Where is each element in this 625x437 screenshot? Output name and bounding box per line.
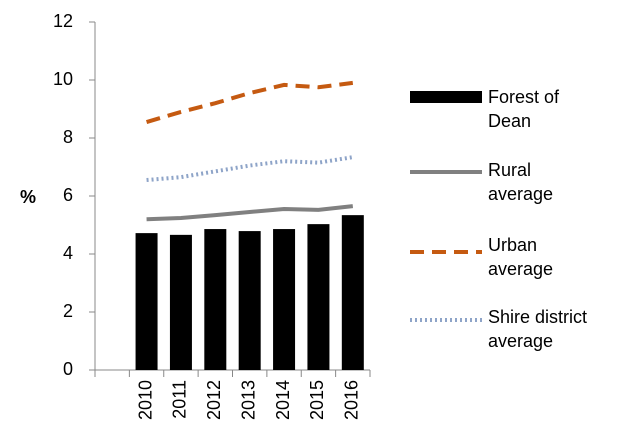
bar — [307, 224, 330, 370]
y-tick-label: 10 — [53, 69, 73, 89]
y-tick-label: 8 — [63, 127, 73, 147]
bar — [238, 231, 261, 370]
bar — [135, 233, 158, 370]
line-series — [146, 204, 354, 222]
y-axis-label: % — [20, 187, 36, 207]
x-tick-label: 2016 — [342, 380, 362, 420]
bar — [341, 215, 364, 370]
bar — [169, 234, 192, 370]
legend-label: Forest of Dean — [488, 87, 560, 131]
x-tick-label: 2014 — [273, 380, 293, 420]
x-tick-label: 2015 — [307, 380, 327, 420]
y-tick-label: 0 — [63, 359, 73, 379]
line-series — [145, 80, 354, 124]
x-tick-label: 2010 — [135, 380, 155, 420]
y-tick-label: 2 — [63, 301, 73, 321]
y-tick-label: 4 — [63, 243, 73, 263]
y-tick-label: 6 — [63, 185, 73, 205]
x-tick-label: 2011 — [170, 380, 190, 419]
legend-label: Rural average — [488, 160, 554, 204]
legend-swatch — [410, 91, 482, 103]
bar — [204, 229, 227, 370]
x-tick-label: 2013 — [238, 380, 258, 420]
legend-label: Shire district average — [488, 307, 588, 351]
x-tick-label: 2012 — [204, 380, 224, 420]
legend-label: Urban average — [488, 235, 554, 279]
y-tick-label: 12 — [53, 11, 73, 31]
line-series — [146, 155, 354, 183]
bar — [273, 229, 296, 370]
